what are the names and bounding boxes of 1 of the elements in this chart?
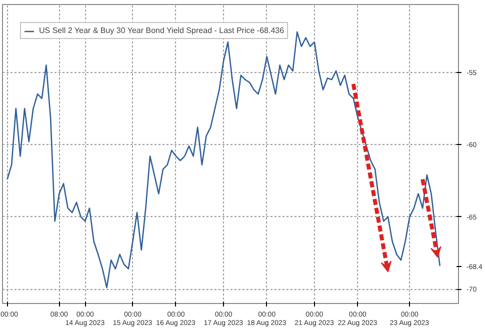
legend-label: US Sell 2 Year & Buy 30 Year Bond Yield Spread - Last Price -68.436 [39, 26, 284, 35]
